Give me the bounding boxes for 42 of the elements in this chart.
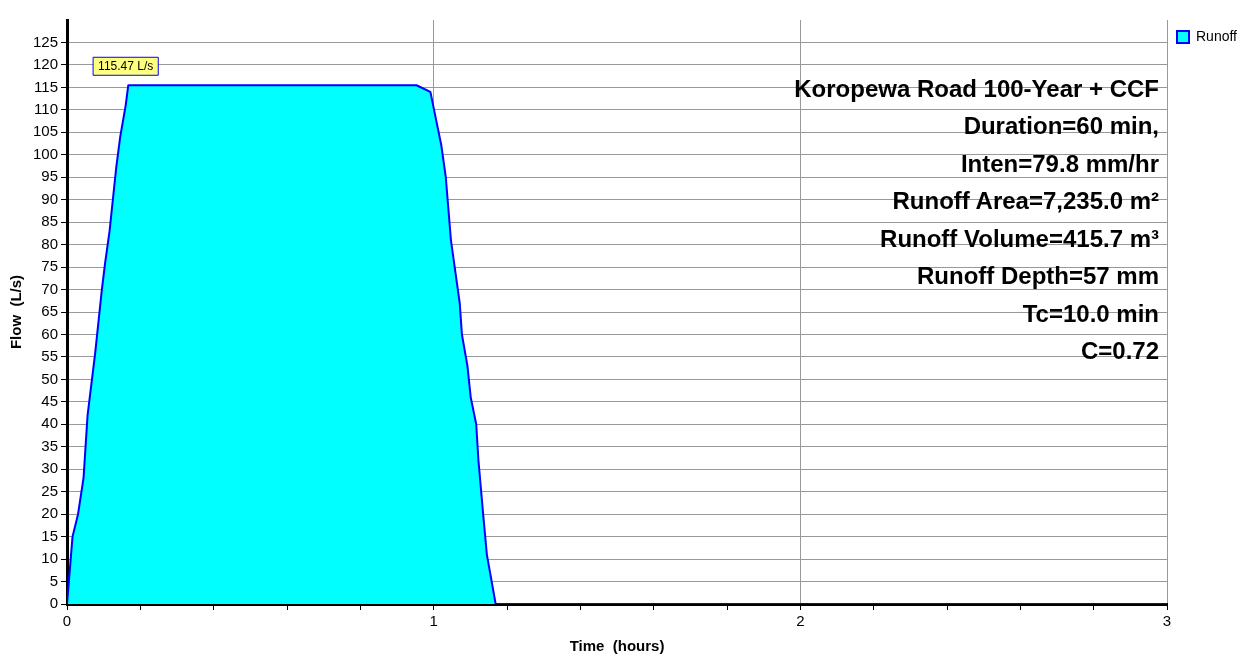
- y-tick-label: 30: [41, 459, 59, 477]
- y-tick-label: 100: [33, 144, 59, 162]
- y-tick-label: 65: [41, 302, 59, 320]
- y-tick-label: 105: [33, 122, 59, 140]
- annotation: Runoff Depth=57 mm: [916, 262, 1159, 290]
- y-tick-label: 75: [41, 257, 59, 275]
- y-tick-label: 70: [41, 279, 59, 297]
- y-tick-label: 15: [41, 526, 59, 544]
- annotation: C=0.72: [1080, 337, 1159, 365]
- annotation: Inten=79.8 mm/hr: [960, 149, 1159, 177]
- y-tick-label: 95: [41, 167, 59, 185]
- y-tick-label: 20: [41, 504, 59, 522]
- annotation: 115.47 L/s: [98, 58, 154, 73]
- y-tick-label: 25: [41, 481, 59, 499]
- y-tick-label: 55: [41, 347, 59, 365]
- x-tick-label: 2: [796, 612, 805, 630]
- x-tick-label: 3: [1162, 612, 1172, 630]
- y-tick-label: 0: [49, 594, 59, 612]
- y-tick-label: 85: [41, 212, 59, 230]
- y-tick-label: 10: [41, 549, 59, 567]
- y-tick-label: 110: [34, 99, 59, 117]
- legend-label: Runoff: [1196, 27, 1238, 44]
- y-tick-label: 50: [41, 369, 59, 387]
- annotation: Tc=10.0 min: [1022, 299, 1159, 327]
- y-axis-title: Flow (L/s): [7, 274, 25, 350]
- y-tick-label: 90: [41, 189, 59, 207]
- annotation: Duration=60 min,: [963, 112, 1159, 140]
- x-tick-label: 0: [62, 612, 72, 630]
- y-tick-label: 80: [41, 234, 59, 252]
- y-tick-label: 5: [49, 571, 59, 589]
- annotation: Runoff Area=7,235.0 m²: [892, 187, 1160, 215]
- y-tick-label: 60: [41, 324, 59, 342]
- annotation: Koropewa Road 100-Year + CCF: [794, 74, 1159, 102]
- y-tick-label: 115: [34, 77, 59, 95]
- annotation: Runoff Volume=415.7 m³: [880, 224, 1159, 252]
- y-tick-label: 125: [33, 32, 59, 50]
- y-tick-label: 120: [33, 55, 59, 73]
- y-tick-label: 40: [41, 414, 59, 432]
- y-tick-label: 35: [41, 436, 59, 454]
- x-tick-label: 1: [429, 612, 438, 630]
- x-axis-title: Time (hours): [569, 637, 665, 655]
- y-tick-label: 45: [41, 391, 59, 409]
